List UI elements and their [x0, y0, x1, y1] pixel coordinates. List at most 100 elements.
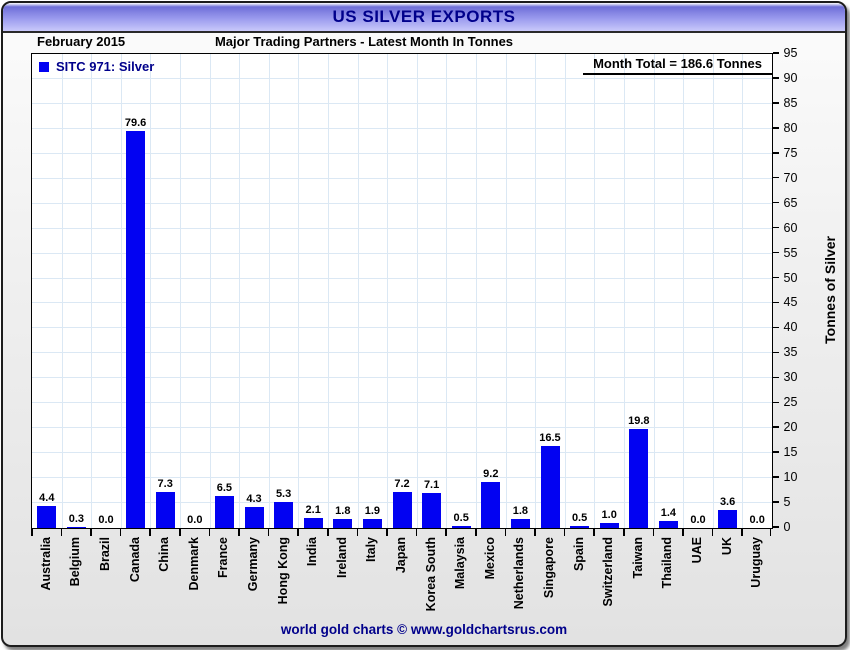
bar-taiwan: [629, 429, 649, 528]
legend: SITC 971: Silver: [39, 59, 154, 74]
x-category-label: Singapore: [541, 537, 556, 599]
v-gridline: [446, 54, 448, 528]
x-category-label: UAE: [689, 537, 704, 564]
bar-mexico: [481, 482, 501, 528]
v-gridline: [328, 54, 329, 528]
x-tick: [415, 528, 418, 536]
footer-credit: world gold charts © www.goldchartsrus.co…: [280, 622, 568, 637]
y-tick: [772, 127, 779, 129]
h-gridline: [32, 77, 772, 79]
bar-germany: [244, 506, 264, 528]
bar-singapore: [540, 445, 560, 528]
v-gridline: [61, 54, 63, 528]
y-tick: [772, 476, 779, 478]
h-gridline: [32, 352, 772, 354]
v-gridline: [594, 54, 596, 528]
h-gridline: [32, 302, 772, 304]
bar-value-label: 7.3: [157, 477, 173, 490]
bar-value-label: 1.8: [512, 505, 529, 518]
bar-value-label: 19.8: [628, 415, 650, 428]
y-tick: [772, 102, 779, 104]
x-tick: [179, 528, 181, 536]
x-tick: [652, 528, 655, 536]
v-gridline: [624, 54, 625, 528]
v-gridline: [239, 54, 241, 528]
h-gridline: [32, 202, 772, 204]
x-tick: [534, 528, 536, 536]
y-tick-label: 5: [783, 495, 791, 510]
y-tick-label: 35: [783, 345, 798, 360]
h-gridline: [32, 227, 772, 229]
x-category-label: Belgium: [68, 537, 83, 587]
x-tick: [682, 528, 684, 536]
bar-value-label: 3.6: [719, 496, 736, 509]
v-gridline: [476, 54, 477, 528]
y-tick-label: 10: [783, 470, 798, 485]
x-tick: [475, 528, 477, 536]
x-category-label: Spain: [571, 537, 586, 572]
x-category-label: Germany: [245, 537, 260, 592]
h-gridline: [32, 152, 772, 154]
v-gridline: [180, 54, 181, 528]
bar-value-label: 0.3: [68, 512, 85, 525]
bar-belgium: [66, 526, 86, 528]
v-gridline: [742, 54, 744, 528]
bar-value-label: 6.5: [216, 481, 233, 494]
x-category-label: Switzerland: [601, 537, 616, 607]
h-gridline: [32, 102, 772, 104]
x-category-label: Ireland: [334, 537, 349, 578]
bar-value-label: 0.0: [187, 514, 203, 526]
x-category-label: Netherlands: [512, 537, 527, 610]
x-category-label: India: [305, 537, 320, 567]
subtitle-row: February 2015 Major Trading Partners - L…: [3, 33, 845, 53]
bar-value-label: 9.2: [483, 468, 499, 481]
x-category-label: Hong Kong: [275, 537, 290, 605]
v-gridline: [268, 54, 270, 528]
y-tick: [772, 401, 779, 403]
x-tick: [119, 528, 122, 536]
v-gridline: [150, 54, 152, 528]
x-tick: [386, 528, 388, 536]
bar-ireland: [333, 519, 353, 528]
bar-value-label: 0.5: [453, 511, 469, 524]
x-tick: [593, 528, 595, 536]
h-gridline: [32, 277, 772, 279]
x-tick: [238, 528, 240, 536]
subtitle-text: Major Trading Partners - Latest Month In…: [214, 34, 514, 49]
x-tick: [149, 528, 151, 536]
x-category-label: Australia: [38, 537, 53, 591]
v-gridline: [535, 54, 537, 528]
x-tick: [60, 528, 63, 536]
v-gridline: [387, 54, 389, 528]
x-tick: [769, 528, 771, 536]
y-tick: [772, 251, 779, 254]
x-tick: [90, 528, 92, 536]
h-gridline: [32, 402, 772, 404]
y-tick-label: 15: [783, 445, 798, 460]
bar-value-label: 2.1: [305, 503, 321, 516]
bar-switzerland: [599, 523, 619, 528]
y-tick: [772, 351, 779, 354]
x-category-label: China: [157, 537, 172, 572]
x-axis-ticks: [31, 528, 771, 537]
bar-value-label: 16.5: [539, 431, 561, 444]
bar-uk: [718, 510, 738, 528]
x-category-label: France: [216, 537, 231, 578]
x-tick: [267, 528, 270, 536]
y-tick-label: 45: [783, 295, 798, 310]
x-category-label: Italy: [364, 537, 379, 563]
y-tick: [772, 77, 779, 79]
bar-malaysia: [451, 525, 471, 528]
bar-value-label: 7.1: [423, 478, 440, 491]
bar-india: [303, 517, 323, 528]
subtitle-date: February 2015: [37, 34, 126, 49]
y-tick: [772, 276, 779, 279]
y-tick: [772, 326, 779, 329]
h-gridline: [32, 452, 772, 454]
y-tick-label: 25: [783, 395, 798, 410]
y-tick: [772, 301, 779, 304]
h-gridline: [32, 127, 772, 129]
v-gridline: [564, 54, 566, 528]
bar-value-label: 7.2: [394, 478, 410, 491]
